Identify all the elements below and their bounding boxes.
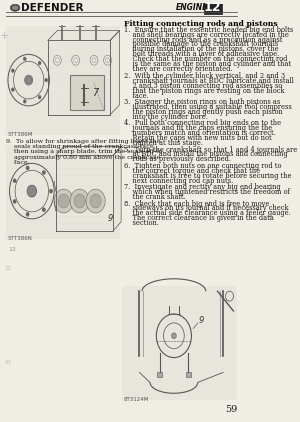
Text: Fitting connecting rods and pistons: Fitting connecting rods and pistons [124, 20, 277, 28]
Text: 57T386N: 57T386N [8, 236, 33, 241]
Circle shape [74, 194, 85, 208]
Ellipse shape [12, 6, 18, 10]
Bar [186, 373, 190, 377]
Text: the crank shaft.: the crank shaft. [124, 193, 185, 201]
Circle shape [11, 88, 14, 91]
Text: face.: face. [6, 160, 30, 165]
Text: into the cylinder bore.: into the cylinder bore. [124, 113, 207, 121]
Text: which when tightened restricts the freedom of: which when tightened restricts the freed… [124, 188, 290, 196]
Text: that the piston rings are resting on the block: that the piston rings are resting on the… [124, 87, 284, 95]
Text: 57T386M: 57T386M [8, 132, 33, 137]
Text: 12: 12 [204, 1, 221, 14]
Circle shape [13, 200, 16, 203]
Text: then using a sharp blade, trim the seals off to: then using a sharp blade, trim the seals… [6, 149, 163, 154]
Text: 12: 12 [8, 246, 16, 252]
Circle shape [42, 208, 45, 212]
Circle shape [11, 69, 14, 73]
Text: at BDC and install the pistons and connecting: at BDC and install the pistons and conne… [124, 151, 287, 159]
Circle shape [38, 61, 41, 65]
Circle shape [23, 100, 26, 103]
Text: DEFENDER: DEFENDER [22, 3, 84, 13]
Text: 3.  Stagger the piston rings on both pistons as: 3. Stagger the piston rings on both pist… [124, 98, 280, 106]
Text: ENGINE: ENGINE [176, 3, 208, 12]
Text: +: + [0, 30, 9, 41]
Circle shape [54, 189, 73, 213]
Text: journals and fit the caps ensuring the the: journals and fit the caps ensuring the t… [124, 124, 272, 132]
Text: 1.  Ensure that the essentric headed big end bolts: 1. Ensure that the essentric headed big … [124, 26, 293, 34]
Bar [70, 75, 104, 110]
Text: 2 and 3 piston connecting rod assemblies so: 2 and 3 piston connecting rod assemblies… [124, 81, 282, 89]
Text: possible damage to the crankshaft journals: possible damage to the crankshaft journa… [124, 41, 278, 49]
Text: and shell bearings are correctly located in the: and shell bearings are correctly located… [124, 30, 288, 38]
Text: 4.  Pull both connecting rod big ends on to the: 4. Pull both connecting rod big ends on … [124, 119, 280, 127]
Text: 7: 7 [92, 88, 99, 98]
Bar [6, 144, 120, 239]
Text: 9.  To allow for shrinkage after fitting leave the: 9. To allow for shrinkage after fitting … [6, 138, 161, 143]
Text: the piston rings and gently push each piston: the piston rings and gently push each pi… [124, 108, 282, 116]
Text: the actual side clearance using a feeler gauge.: the actual side clearance using a feeler… [124, 209, 290, 217]
Ellipse shape [10, 4, 20, 11]
Text: next connecting rod cap nuts.: next connecting rod cap nuts. [124, 177, 233, 185]
Circle shape [26, 76, 32, 84]
Circle shape [13, 179, 16, 183]
Text: Check that the number on the connecting rod: Check that the number on the connecting … [124, 55, 287, 63]
Circle shape [172, 333, 176, 339]
Bar [122, 286, 238, 400]
Circle shape [58, 194, 69, 208]
Text: 6.  Tighten both nuts on one connecting rod to: 6. Tighten both nuts on one connecting r… [124, 162, 281, 170]
Text: section.: section. [124, 219, 158, 227]
Text: The correct clearance is given in the data: The correct clearance is given in the da… [124, 214, 273, 222]
Text: tighten at this stage.: tighten at this stage. [124, 139, 202, 147]
Text: bolt threads with a layer of adheasive tape.: bolt threads with a layer of adheasive t… [124, 50, 279, 58]
Text: 59: 59 [225, 405, 238, 414]
Text: numbers match and orientation is correct.: numbers match and orientation is correct… [124, 129, 275, 137]
Text: approximately 0,80 mm above the crankcase: approximately 0,80 mm above the crankcas… [6, 155, 161, 160]
Text: 63: 63 [5, 360, 12, 365]
Text: connecting rods and as a precaution against: connecting rods and as a precaution agai… [124, 35, 282, 43]
Circle shape [45, 78, 48, 82]
Circle shape [27, 185, 37, 197]
Circle shape [26, 166, 29, 170]
Text: is the same as the piston and cylinder and that: is the same as the piston and cylinder a… [124, 60, 291, 68]
Circle shape [50, 189, 52, 193]
Circle shape [90, 194, 101, 208]
Circle shape [23, 57, 26, 61]
Text: 8T3124M: 8T3124M [124, 397, 149, 402]
Text: 7.  Investigate and rectify any big end bearing: 7. Investigate and rectify any big end b… [124, 183, 280, 191]
Text: crankshaft is free to rotate before securing the: crankshaft is free to rotate before secu… [124, 172, 291, 180]
Text: rods as previously described.: rods as previously described. [124, 155, 230, 163]
Text: 8.  Check that each big end is free to move: 8. Check that each big end is free to mo… [124, 200, 269, 208]
Text: 9: 9 [199, 316, 205, 325]
Text: crankshaft journals at BDC lubricate and install: crankshaft journals at BDC lubricate and… [124, 77, 293, 85]
Text: illustrated, then using a suitable tool compress: illustrated, then using a suitable tool … [124, 103, 291, 111]
Circle shape [38, 95, 41, 99]
Circle shape [26, 212, 29, 216]
Text: 9: 9 [107, 214, 112, 223]
Text: they are correctly orientated.: they are correctly orientated. [124, 65, 232, 73]
Text: 12: 12 [5, 266, 12, 271]
Text: face.: face. [124, 92, 148, 100]
Text: Retain the caps with new nuts but do not: Retain the caps with new nuts but do not [124, 134, 271, 142]
Bar [157, 373, 162, 377]
Text: 2.  With the cylinder block vertical, and 2 and 3: 2. With the cylinder block vertical, and… [124, 72, 285, 80]
Text: 5.  Turn the crankshaft so that 1 and 4 journals are: 5. Turn the crankshaft so that 1 and 4 j… [124, 146, 297, 154]
Bar [6, 26, 120, 135]
Bar [204, 1, 221, 14]
Text: seals standing proud of the crankcase face: seals standing proud of the crankcase fa… [6, 144, 154, 149]
Text: during installation of the pistons, cover the: during installation of the pistons, cove… [124, 46, 278, 54]
Circle shape [86, 189, 105, 213]
Circle shape [70, 189, 89, 213]
Text: sideways on its journal and if necessary check: sideways on its journal and if necessary… [124, 205, 288, 213]
Text: the correct torque and check that the: the correct torque and check that the [124, 167, 260, 175]
Circle shape [42, 170, 45, 174]
